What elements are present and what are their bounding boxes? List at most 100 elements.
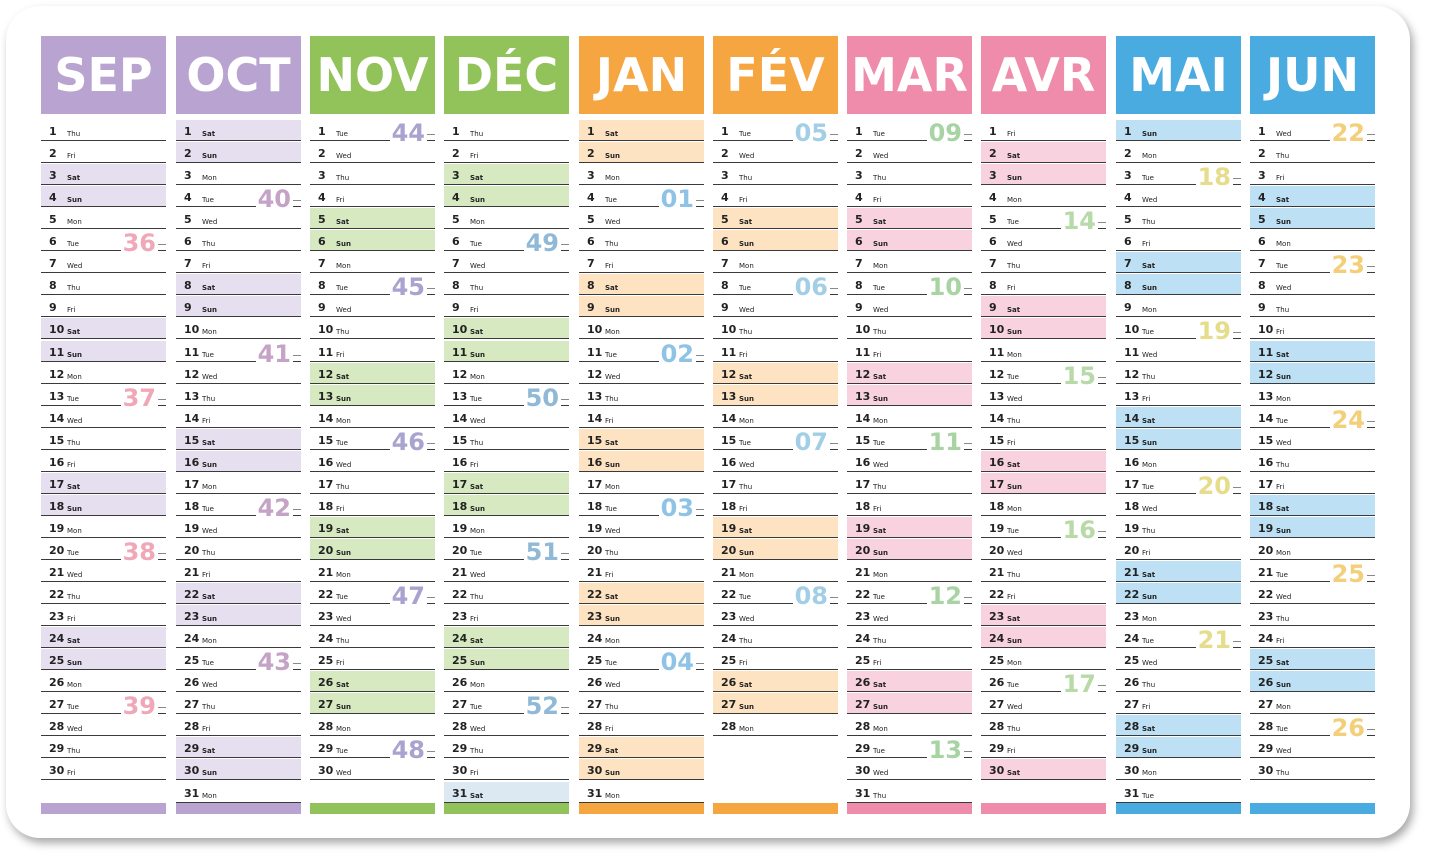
day-row: 20 Sun	[310, 538, 435, 560]
day-weekday: Fri	[873, 659, 882, 668]
day-number: 23	[587, 610, 603, 624]
day-row: 5 Sat	[310, 208, 435, 230]
day-number: 16	[1124, 455, 1140, 469]
day-number: 2	[318, 147, 326, 161]
week-number: 10	[926, 273, 973, 302]
day-weekday: Wed	[202, 681, 218, 690]
day-weekday: Fri	[1276, 482, 1285, 491]
day-number: 13	[184, 389, 200, 403]
day-weekday: Tue	[67, 548, 79, 557]
day-row: 18 Sun	[41, 494, 166, 516]
day-weekday: Wed	[202, 218, 218, 227]
day-weekday: Wed	[470, 725, 486, 734]
week-number: 06	[792, 273, 839, 302]
month-column-mar: MAR 1 Tue 2 Wed 3 Thu 4 Fri 5 Sat 6 Sun 7 Mon 8 Tue 9 Wed 1…	[847, 36, 973, 814]
week-number: 08	[792, 582, 839, 611]
week-number: 50	[523, 383, 570, 412]
day-number: 26	[184, 676, 200, 690]
day-weekday: Wed	[873, 769, 889, 778]
day-weekday: Mon	[1142, 769, 1157, 778]
day-weekday: Fri	[739, 350, 748, 359]
day-weekday: Sun	[1007, 328, 1023, 337]
day-row: 5 Mon	[444, 208, 569, 230]
day-weekday: Fri	[1007, 747, 1016, 756]
day-row: 5 Sun	[1250, 208, 1375, 230]
day-number: 13	[49, 389, 65, 403]
day-row: 18 Mon	[981, 495, 1106, 516]
day-weekday: Fri	[470, 460, 479, 469]
day-row: 13 Mon	[1250, 385, 1375, 406]
day-number: 22	[49, 588, 65, 602]
day-number: 22	[318, 588, 334, 602]
day-weekday: Sat	[1276, 350, 1290, 359]
day-row: 5 Thu	[1116, 208, 1241, 230]
day-row: 7 Wed	[41, 252, 166, 274]
day-weekday: Thu	[1007, 262, 1021, 271]
day-number: 16	[318, 455, 334, 469]
day-weekday: Thu	[873, 174, 887, 183]
day-number: 27	[49, 698, 65, 712]
day-weekday: Wed	[1007, 548, 1023, 557]
day-number: 19	[452, 521, 468, 535]
day-weekday: Wed	[67, 262, 83, 271]
day-row: 10 Tue	[1116, 318, 1241, 340]
day-row: 2 Sat	[981, 142, 1106, 164]
day-weekday: Fri	[739, 504, 748, 513]
day-weekday: Sun	[67, 196, 83, 205]
day-weekday: Wed	[605, 526, 621, 535]
day-weekday: Wed	[67, 571, 83, 579]
day-row: 14 Wed	[444, 407, 569, 428]
day-weekday: Sun	[605, 615, 621, 624]
day-number: 22	[855, 588, 871, 602]
day-number: 9	[49, 301, 57, 315]
day-number: 16	[1258, 455, 1274, 469]
day-row: 16 Wed	[310, 451, 435, 472]
day-weekday: Fri	[605, 416, 614, 425]
day-row: 25 Fri	[310, 649, 435, 671]
day-number: 20	[452, 543, 468, 557]
day-number: 24	[49, 632, 65, 646]
day-weekday: Thu	[1007, 571, 1021, 579]
day-row: 25 Wed	[1116, 649, 1241, 671]
day-weekday: Wed	[873, 460, 889, 469]
day-row: 30 Fri	[444, 759, 569, 781]
day-weekday: Sat	[1007, 460, 1021, 469]
day-row: 22 Tue	[310, 583, 435, 605]
day-weekday: Fri	[605, 725, 614, 734]
day-weekday: Wed	[739, 460, 755, 469]
day-row: 12 Tue	[981, 363, 1106, 384]
day-weekday: Fri	[1007, 438, 1016, 447]
day-row: 22 Fri	[981, 583, 1106, 605]
day-weekday: Mon	[1007, 659, 1022, 668]
day-weekday: Thu	[605, 394, 619, 403]
day-row: 24 Thu	[310, 627, 435, 649]
day-number: 8	[1258, 279, 1266, 293]
day-number: 23	[49, 610, 65, 624]
day-row: 3 Fri	[1250, 164, 1375, 186]
day-row: 16 Sun	[579, 450, 704, 472]
day-weekday: Thu	[739, 482, 753, 491]
day-weekday: Fri	[67, 615, 76, 624]
day-row: 4 Sun	[444, 186, 569, 208]
day-number: 13	[318, 389, 334, 403]
day-number: 29	[989, 742, 1005, 756]
day-weekday: Tue	[470, 703, 482, 712]
day-weekday: Fri	[336, 196, 345, 205]
day-row: 18 Wed	[1116, 495, 1241, 516]
day-weekday: Sun	[1276, 681, 1292, 690]
day-number: 25	[721, 654, 737, 668]
day-row: 24 Sat	[444, 627, 569, 649]
day-number: 7	[49, 257, 57, 271]
day-number: 21	[452, 566, 468, 579]
day-row: 1 Sat	[176, 120, 301, 141]
day-row: 19 Thu	[1116, 517, 1241, 538]
day-row: 16 Sat	[981, 450, 1106, 472]
day-weekday: Fri	[1142, 703, 1151, 712]
day-number: 8	[184, 279, 192, 293]
day-weekday: Fri	[605, 262, 614, 271]
day-weekday: Tue	[605, 504, 617, 513]
day-weekday: Mon	[336, 262, 351, 271]
day-row: 11 Sat	[1250, 340, 1375, 362]
day-row: 25 Sun	[444, 649, 569, 671]
day-row: 20 Thu	[176, 539, 301, 560]
